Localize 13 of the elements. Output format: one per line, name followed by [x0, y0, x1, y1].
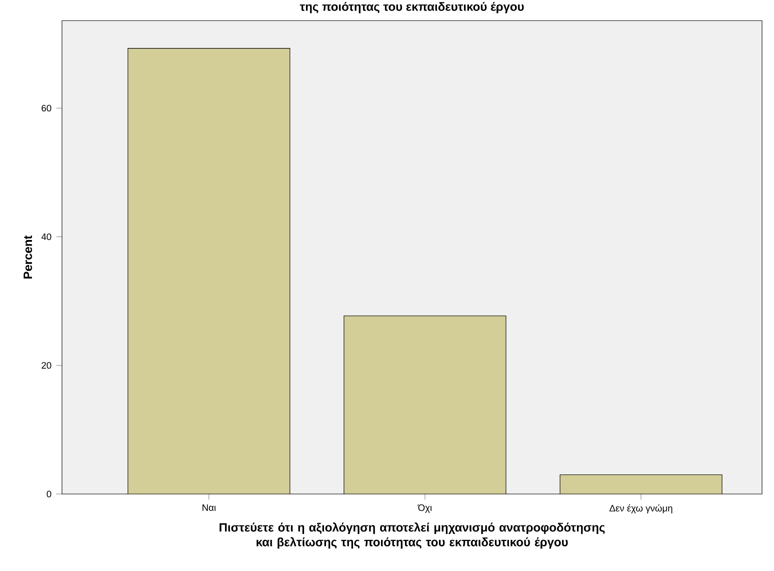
bar [560, 474, 722, 494]
chart-title: της ποιότητας του εκπαιδευτικού έργου [300, 2, 524, 14]
bar [128, 48, 290, 494]
y-tick-label: 40 [41, 233, 52, 240]
y-axis-title: Percent [24, 235, 32, 279]
x-tick-label: Όχι [418, 504, 432, 513]
x-tick-label: Δεν έχω γνώμη [610, 504, 672, 514]
y-tick-label: 0 [46, 490, 52, 498]
bar [344, 316, 506, 494]
x-tick-label: Ναι [202, 504, 216, 511]
y-tick-label: 60 [42, 104, 52, 112]
y-tick-label: 20 [42, 362, 52, 369]
x-axis-title: Πιστεύετε ότι η αξιολόγηση αποτελεί μηχανισμό ανατροφοδότησης και βελτίωσης της ποιότητας του εκπαιδευτικού έργου [220, 522, 605, 549]
